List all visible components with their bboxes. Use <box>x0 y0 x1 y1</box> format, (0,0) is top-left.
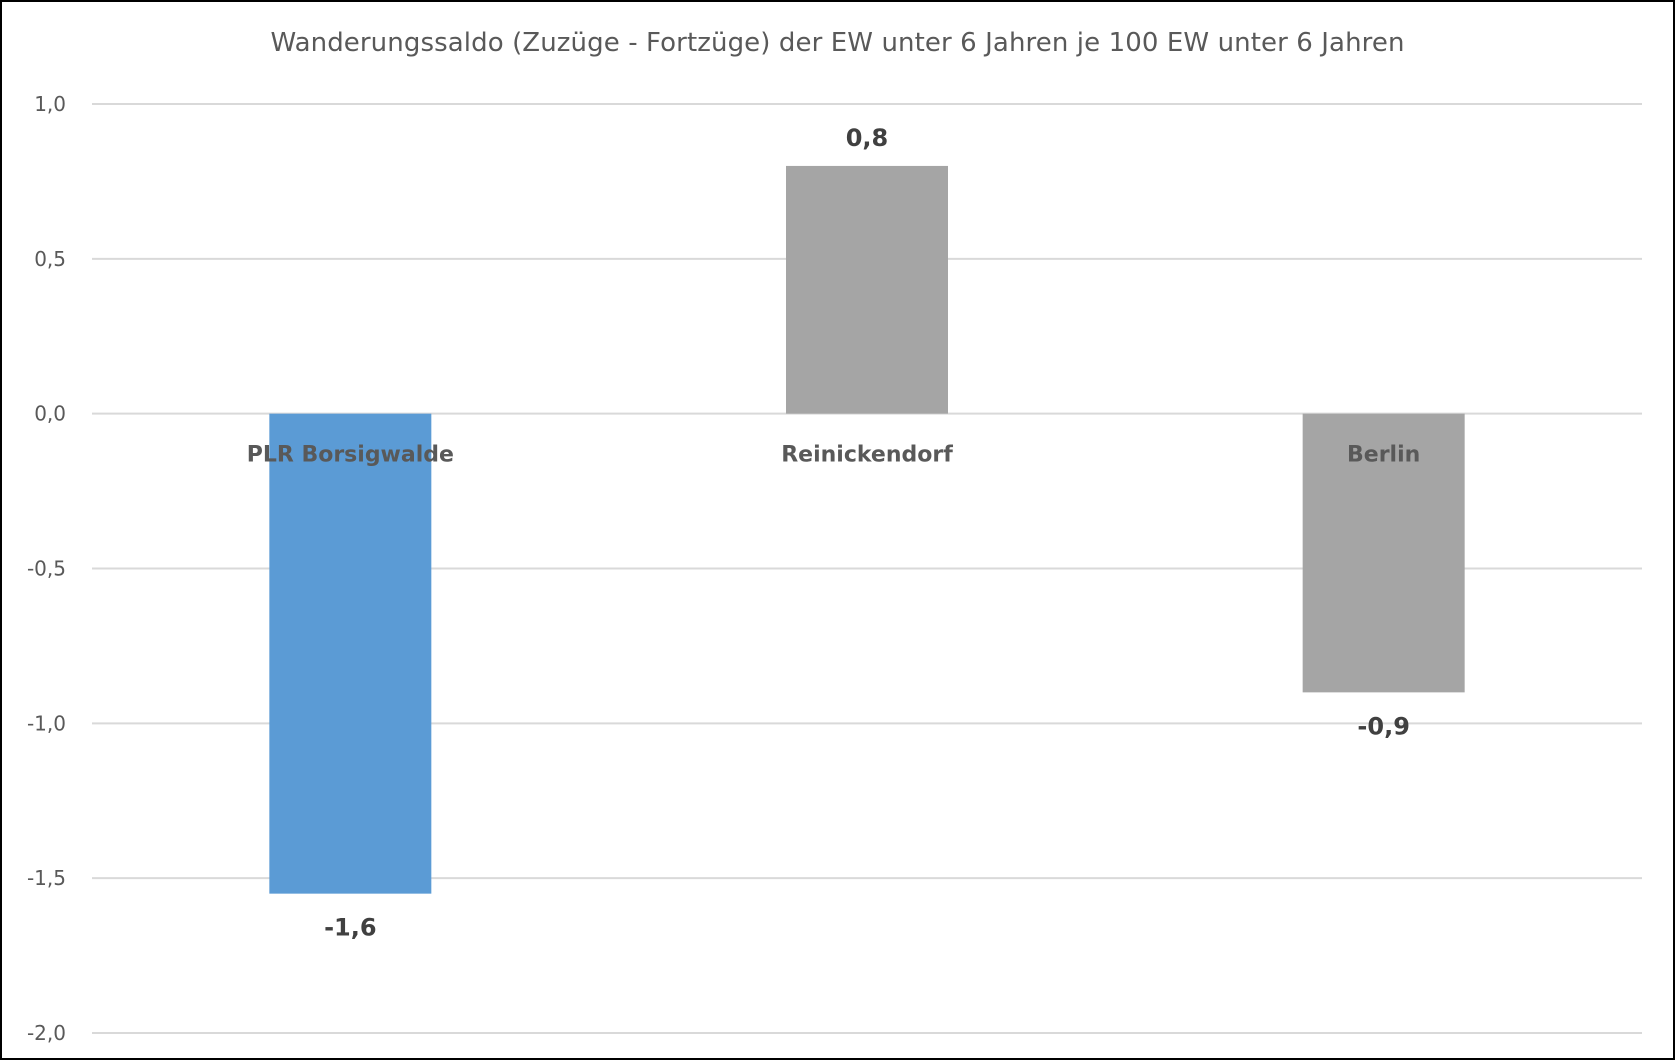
y-tick-label: -1,5 <box>27 866 66 890</box>
y-tick-label: -2,0 <box>27 1021 66 1045</box>
y-tick-label: -0,5 <box>27 557 66 581</box>
data-label: 0,8 <box>846 124 889 152</box>
y-tick-label: -1,0 <box>27 711 66 735</box>
y-tick-label: 0,5 <box>34 247 66 271</box>
category-label: Berlin <box>1347 443 1420 468</box>
bar <box>786 165 948 414</box>
data-label: -1,6 <box>324 914 376 942</box>
chart-title: Wanderungssaldo (Zuzüge - Fortzüge) der … <box>270 28 1405 58</box>
data-label: -0,9 <box>1357 712 1409 740</box>
category-label: Reinickendorf <box>781 443 953 468</box>
category-label: PLR Borsigwalde <box>247 443 454 468</box>
bar <box>269 413 432 894</box>
y-tick-label: 0,0 <box>34 402 66 426</box>
y-tick-label: 1,0 <box>34 92 66 116</box>
bar <box>1302 413 1465 693</box>
